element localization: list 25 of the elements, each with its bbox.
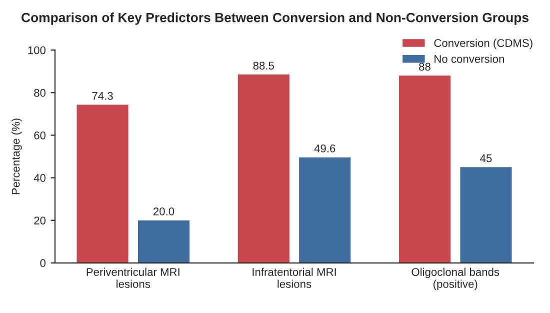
y-tick-label: 100: [28, 46, 46, 54]
bar: [138, 220, 190, 263]
legend-label: No conversion: [434, 54, 504, 63]
x-tick-label: Oligoclonal bands (positive): [412, 268, 500, 290]
legend-label: Conversion (CDMS): [434, 38, 532, 50]
bar: [460, 167, 512, 263]
chart-title: Comparison of Key Predictors Between Conversion and Non-Conversion Groups: [22, 12, 529, 25]
y-tick-label: 80: [34, 88, 46, 97]
y-axis-title: Percentage (%): [12, 118, 22, 194]
data-label: 88.5: [253, 62, 274, 70]
y-tick-label: 40: [34, 174, 46, 182]
y-tick-label: 20: [34, 216, 46, 224]
bar: [398, 76, 451, 263]
y-tick-label: 0: [40, 259, 46, 268]
x-tick-label: Infratentorial MRI lesions: [252, 268, 336, 288]
bar: [238, 74, 290, 263]
bar: [76, 104, 128, 263]
bar: [299, 157, 351, 263]
y-tick-label: 60: [34, 131, 46, 140]
x-tick-label: Periventricular MRI lesions: [86, 268, 180, 288]
data-label: 74.3: [92, 92, 113, 100]
data-label: 45: [480, 154, 492, 162]
data-label: 88: [419, 62, 430, 71]
data-label: 20.0: [153, 208, 174, 216]
data-label: 49.6: [314, 144, 336, 152]
